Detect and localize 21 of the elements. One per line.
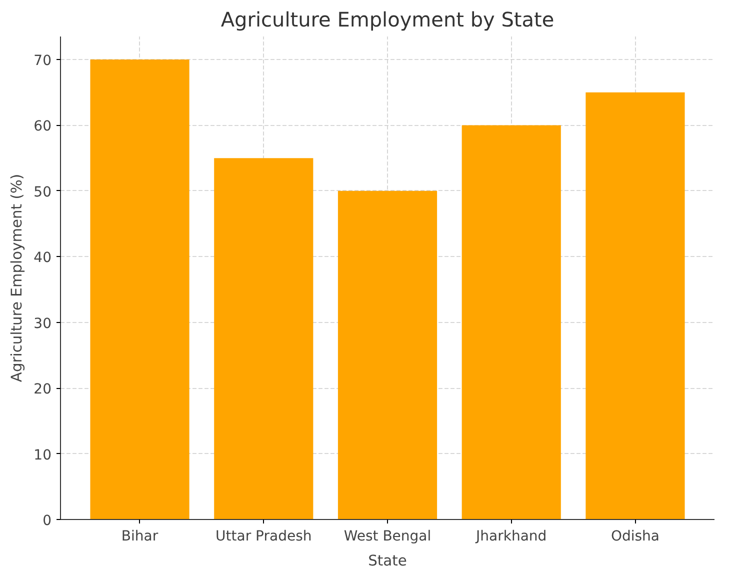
y-tick-label: 10: [34, 447, 52, 464]
x-tick-label: West Bengal: [344, 528, 432, 544]
x-axis-title: State: [368, 552, 407, 570]
x-tick-label: Jharkhand: [475, 528, 547, 544]
bar: [586, 92, 685, 520]
x-tick-label: Odisha: [610, 528, 660, 544]
x-tick-label: Uttar Pradesh: [216, 528, 312, 544]
y-tick-label: 60: [34, 118, 52, 135]
y-tick-label: 20: [34, 382, 52, 398]
y-tick-label: 70: [34, 53, 52, 69]
y-tick-label: 30: [34, 316, 52, 332]
y-tick-label: 0: [42, 513, 52, 529]
bar: [214, 158, 314, 520]
y-axis-title: Agriculture Employment (%): [8, 174, 26, 382]
bar: [338, 190, 438, 520]
x-tick-label: Bihar: [121, 528, 158, 544]
bar: [90, 60, 190, 520]
bar: [462, 125, 561, 520]
chart-title: Agriculture Employment by State: [220, 8, 554, 32]
y-tick-label: 40: [34, 250, 52, 266]
y-tick-label: 50: [34, 184, 52, 200]
